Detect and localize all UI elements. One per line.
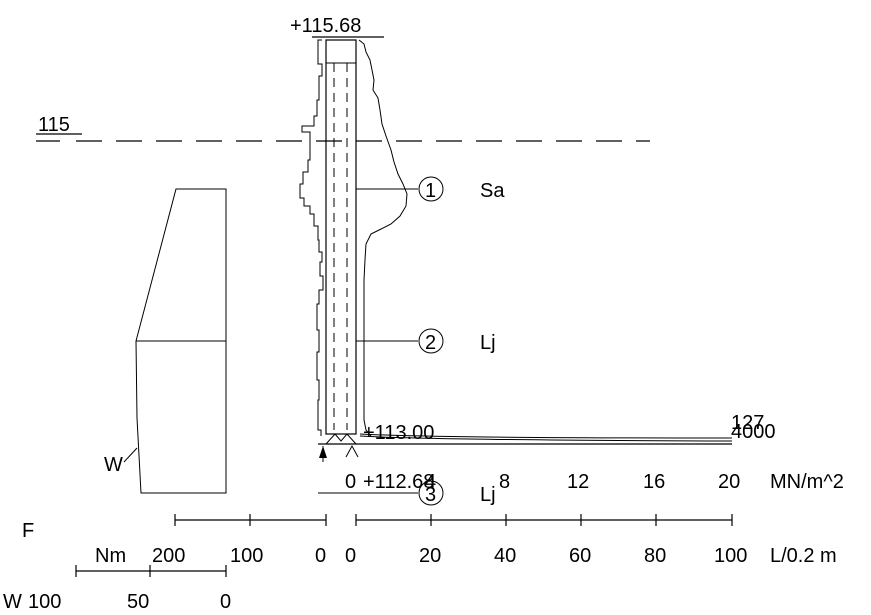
layer-1-circle bbox=[418, 176, 444, 202]
w-axis-tick-50: 50 bbox=[127, 591, 149, 613]
end-value-curve-b bbox=[359, 435, 733, 442]
force-left-tick-0: 0 bbox=[315, 545, 326, 567]
f-axis-label: F bbox=[22, 520, 34, 542]
tip-arrow-icon bbox=[319, 446, 327, 458]
layer-1-number: 1 bbox=[425, 180, 436, 202]
pressure-tick-8: 8 bbox=[499, 471, 510, 493]
ground-elevation-label: +113.00 bbox=[363, 422, 434, 444]
pile-outline bbox=[325, 39, 357, 435]
end-value-curve-a bbox=[359, 433, 733, 439]
w-curve-leader bbox=[123, 447, 138, 463]
pressure-unit: MN/m^2 bbox=[770, 471, 844, 493]
layer-3-number: 3 bbox=[425, 484, 436, 506]
pile-tip bbox=[325, 433, 357, 445]
force-right-tick-40: 40 bbox=[494, 545, 516, 567]
force-right-tick-20: 20 bbox=[419, 545, 441, 567]
layer-2-number: 2 bbox=[425, 332, 436, 354]
w-axis-ticks bbox=[75, 565, 227, 577]
force-right-tick-60: 60 bbox=[569, 545, 591, 567]
layer-2-soil: Lj bbox=[480, 332, 496, 354]
layer-2-circle bbox=[418, 328, 444, 354]
cone-resistance-curve bbox=[358, 39, 408, 437]
force-right-tick-80: 80 bbox=[644, 545, 666, 567]
f-axis-ticks bbox=[174, 514, 733, 526]
w-axis-tick-0: 0 bbox=[220, 591, 231, 613]
tip-caret-icon bbox=[345, 444, 359, 458]
layer-1-soil: Sa bbox=[480, 180, 505, 202]
layer-3-soil: Lj bbox=[480, 484, 496, 506]
force-left-tick-200: 200 bbox=[152, 545, 185, 567]
pressure-tick-20: 20 bbox=[718, 471, 740, 493]
pressure-tick-0: 0 bbox=[345, 471, 356, 493]
w-axis-label: W bbox=[3, 591, 22, 613]
sleeve-friction-profile bbox=[299, 39, 324, 436]
w-curve-polygon bbox=[135, 188, 227, 494]
w-curve-label: W bbox=[104, 454, 123, 476]
pressure-tick-12: 12 bbox=[567, 471, 589, 493]
end-value-a: 127 bbox=[731, 412, 764, 434]
pressure-tick-16: 16 bbox=[643, 471, 665, 493]
force-left-tick-100: 100 bbox=[230, 545, 263, 567]
pressure-tick-4: 4 bbox=[425, 471, 436, 493]
water-level-label: 115 bbox=[38, 114, 70, 136]
bottom-elevation-label: +112.68 bbox=[363, 471, 434, 493]
w-axis-tick-100: 100 bbox=[28, 591, 61, 613]
end-value-b: 4000 bbox=[731, 421, 776, 443]
force-right-tick-100: 100 bbox=[714, 545, 747, 567]
force-left-unit: Nm bbox=[95, 545, 126, 567]
layer-3-circle bbox=[418, 480, 444, 506]
pressure-axis: 0 4 8 12 16 20 MN/m^2 bbox=[345, 471, 844, 493]
force-right-tick-0: 0 bbox=[345, 545, 356, 567]
force-right-unit: L/0.2 m bbox=[770, 545, 837, 567]
top-elevation-label: +115.68 bbox=[290, 15, 361, 37]
